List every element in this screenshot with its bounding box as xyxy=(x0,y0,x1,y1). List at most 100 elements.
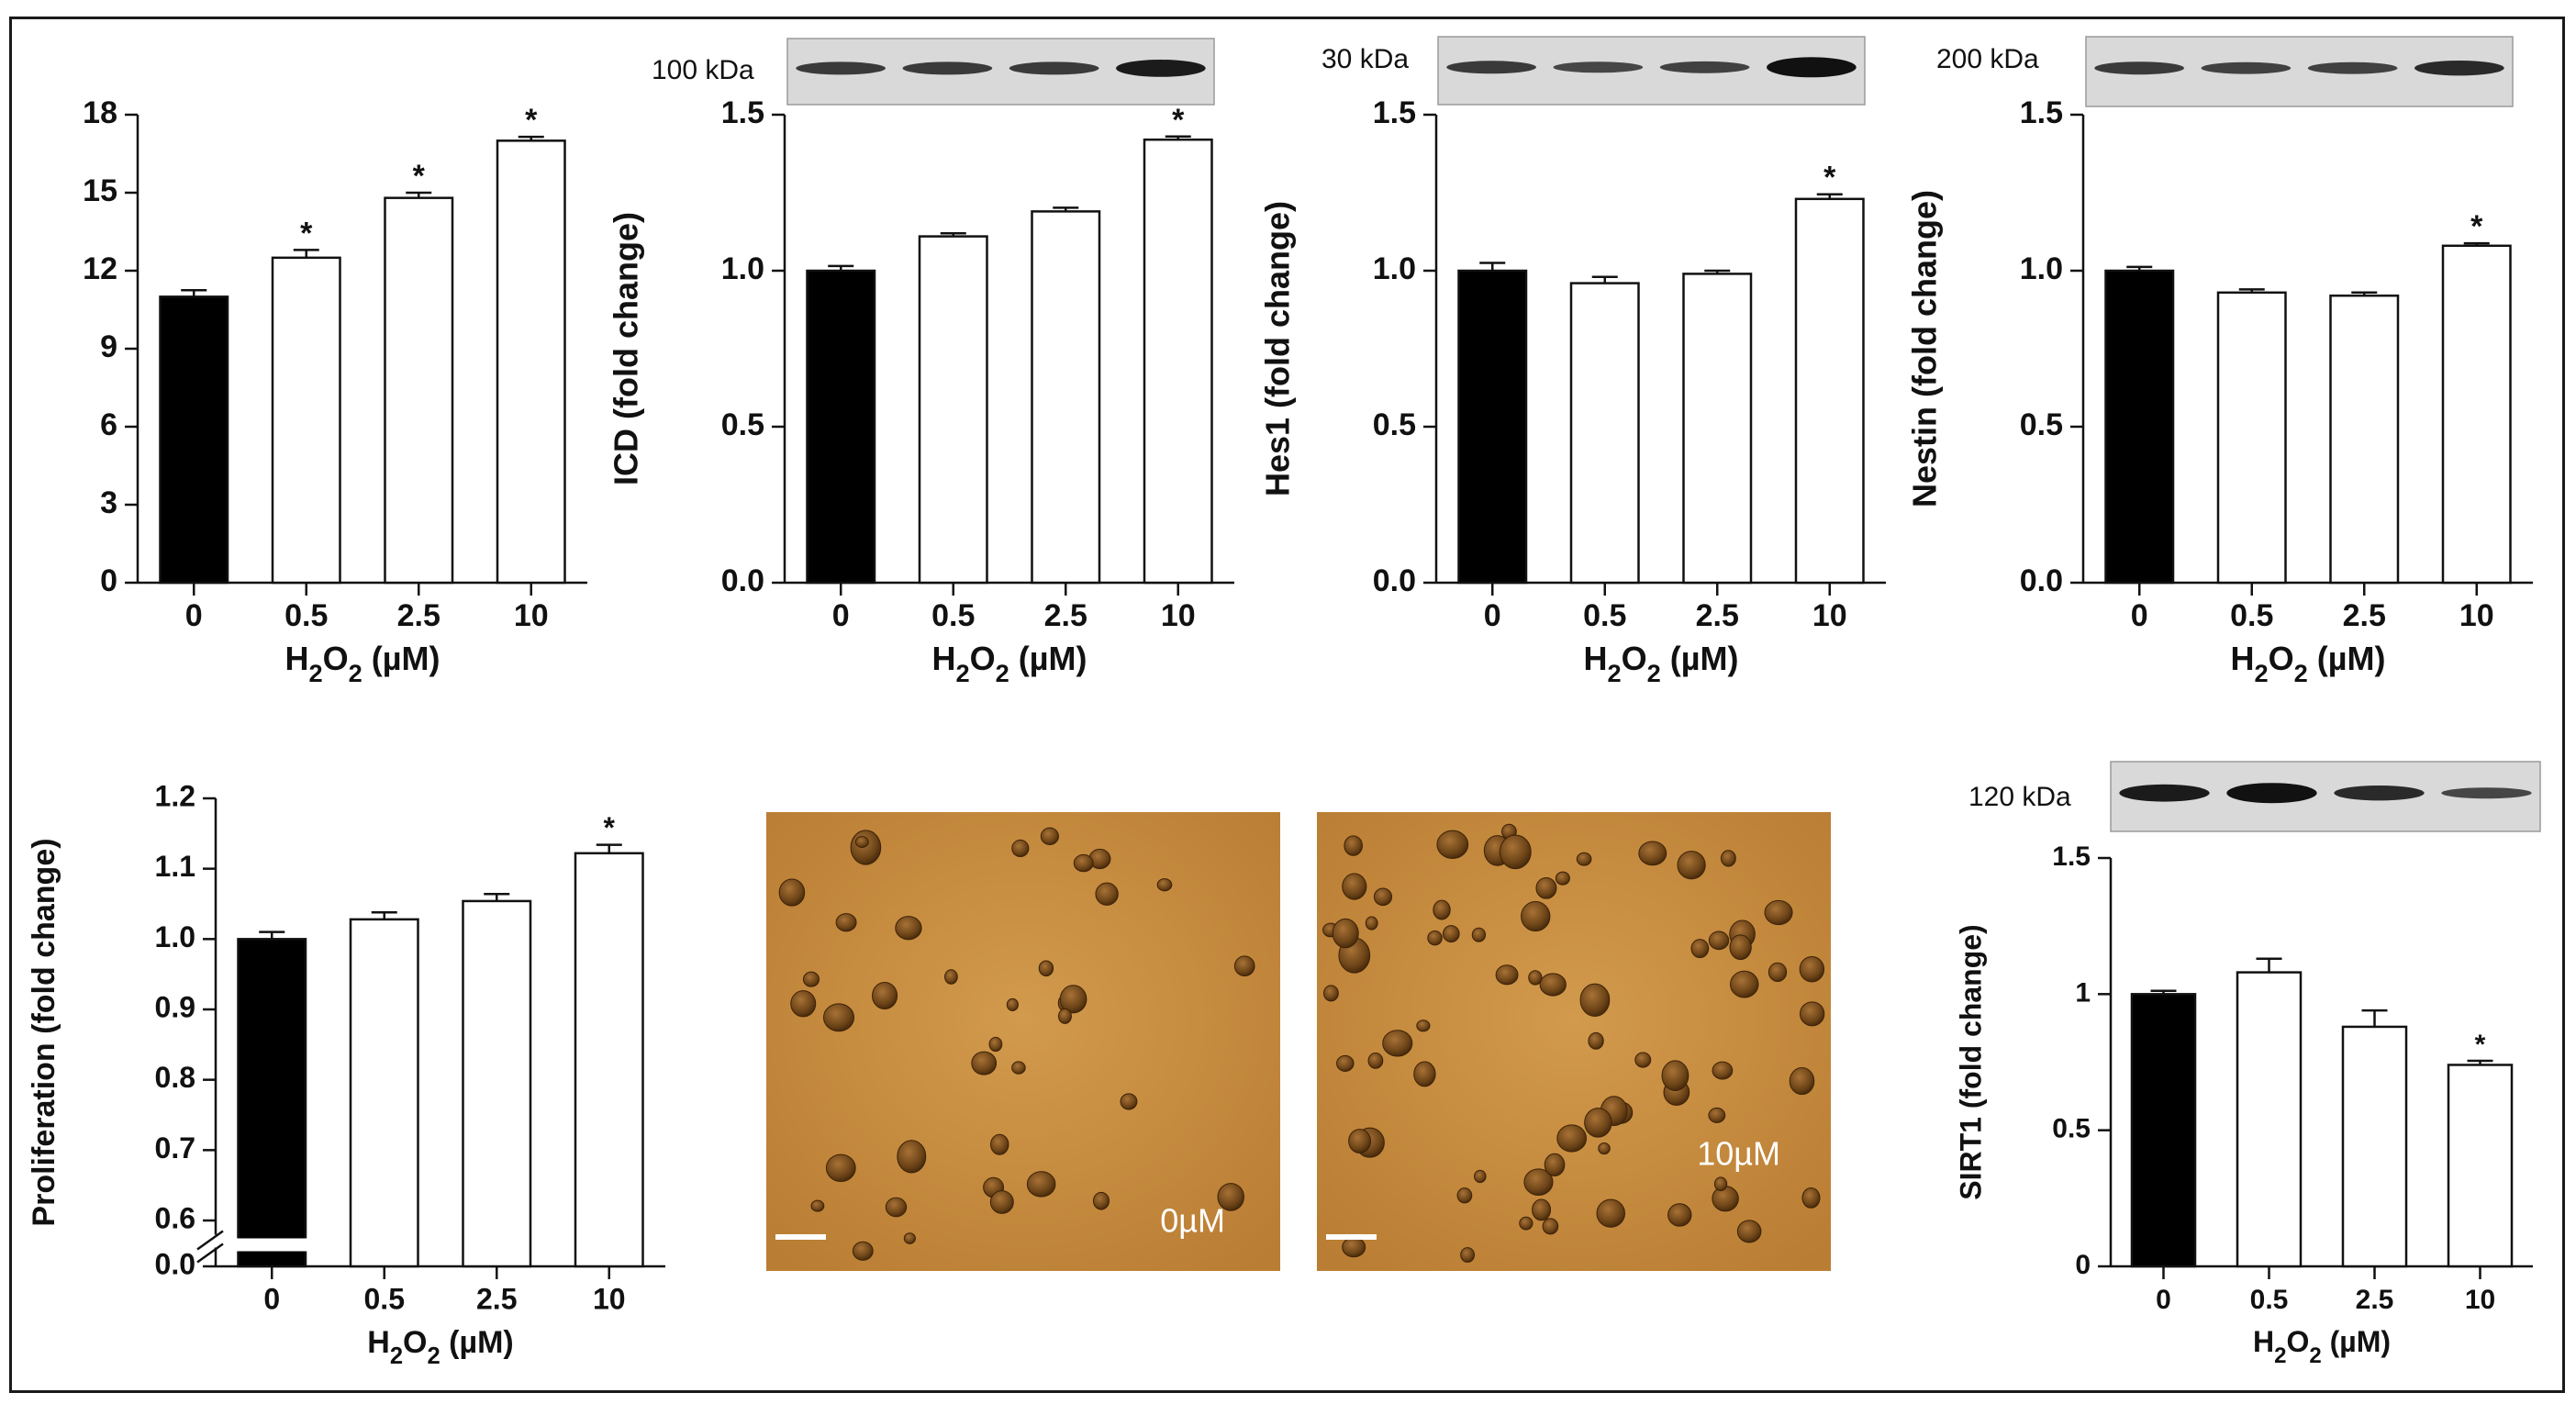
neurosphere-1-65 xyxy=(1638,841,1667,866)
neurosphere-1-49 xyxy=(1521,901,1551,932)
bar-proliferation-3 xyxy=(574,852,644,1268)
micrograph-label-1: 10µM xyxy=(1697,1135,1780,1173)
bar-ros-0 xyxy=(159,295,229,585)
x-tick-label-hes1-1: 0.5 xyxy=(1583,598,1626,633)
neurosphere-1-61 xyxy=(1720,850,1736,867)
neurosphere-0-1 xyxy=(988,1036,1003,1053)
significance-marker-hes1-3: * xyxy=(1823,161,1836,195)
chart-nestin: 0.0 0.5 1.0 1.5 0 0.5 2.5 * 10 H2O2 (µM) Nestin (f… xyxy=(1906,95,2533,687)
neurosphere-1-54 xyxy=(1634,1052,1652,1068)
x-tick-label-nestin-0: 0 xyxy=(2131,598,2148,633)
neurosphere-1-4 xyxy=(1800,1001,1825,1027)
bar-sirt1-0 xyxy=(2130,993,2197,1268)
blot-band-icd-1 xyxy=(902,61,993,75)
neurosphere-1-43 xyxy=(1323,985,1339,1002)
y-tick-label-sirt1-3: 1.5 xyxy=(2052,841,2091,872)
neurosphere-1-2 xyxy=(1433,899,1451,920)
neurosphere-1-58 xyxy=(1373,887,1393,907)
chart-proliferation: 0.0 0.6 0.7 0.8 0.9 1.0 1.1 1.2 0 0.5 2.5 * 10 H2O2 (… xyxy=(27,779,665,1369)
y-axis-label-nestin: Nestin (fold change) xyxy=(1906,190,1944,507)
micrograph-label-0: 0µM xyxy=(1160,1202,1225,1240)
y-tick-label-ros-0: 0 xyxy=(100,563,117,598)
neurosphere-1-24 xyxy=(1736,1220,1762,1243)
western-blot-nestin: 200 kDa xyxy=(1936,36,2514,107)
significance-marker-sirt1-3: * xyxy=(2475,1030,2486,1060)
neurosphere-1-11 xyxy=(1532,1198,1552,1221)
y-axis-label-icd: ICD (fold change) xyxy=(608,212,645,485)
blot-size-label-icd: 100 kDa xyxy=(652,55,754,85)
y-tick-label-icd-3: 1.5 xyxy=(721,95,764,130)
neurosphere-0-6 xyxy=(822,1003,855,1032)
bar-proliferation-0 xyxy=(237,938,307,1268)
neurosphere-1-14 xyxy=(1523,1168,1554,1197)
y-tick-label-proliferation-7: 1.2 xyxy=(155,779,195,812)
x-tick-label-proliferation-2: 2.5 xyxy=(476,1282,517,1315)
chart-hes1: 0.0 0.5 1.0 1.5 0 0.5 2.5 * 10 H2O2 (µM) Hes1 (fol… xyxy=(1259,95,1886,687)
neurosphere-0-33 xyxy=(1073,853,1094,873)
x-tick-label-ros-0: 0 xyxy=(185,598,203,633)
neurosphere-1-3 xyxy=(1579,983,1611,1018)
neurosphere-1-69 xyxy=(1555,871,1570,886)
y-tick-label-icd-0: 0.0 xyxy=(721,563,764,598)
blot-band-sirt1-1 xyxy=(2226,783,2317,804)
neurosphere-0-28 xyxy=(854,836,869,848)
neurosphere-1-20 xyxy=(1471,927,1487,942)
bar-sirt1-2 xyxy=(2341,1025,2408,1268)
significance-marker-icd-3: * xyxy=(1172,103,1185,138)
blot-band-hes1-3 xyxy=(1767,57,1857,78)
neurosphere-1-46 xyxy=(1542,1218,1559,1235)
neurosphere-1-56 xyxy=(1539,973,1567,997)
x-tick-label-nestin-1: 0.5 xyxy=(2230,598,2273,633)
y-axis-label-hes1: Hes1 (fold change) xyxy=(1259,201,1297,496)
neurosphere-1-39 xyxy=(1427,930,1443,946)
bar-nestin-1 xyxy=(2216,291,2287,585)
y-tick-label-nestin-2: 1.0 xyxy=(2020,251,2063,286)
x-axis-label-icd: H2O2 (µM) xyxy=(932,640,1087,687)
neurosphere-1-63 xyxy=(1764,899,1793,926)
micrograph-1: 10µM xyxy=(1317,812,1831,1271)
x-tick-label-hes1-2: 2.5 xyxy=(1696,598,1739,633)
x-tick-label-icd-2: 2.5 xyxy=(1044,598,1087,633)
neurosphere-1-59 xyxy=(1598,1142,1611,1155)
x-tick-label-icd-0: 0 xyxy=(832,598,850,633)
x-tick-label-proliferation-1: 0.5 xyxy=(364,1282,405,1315)
neurosphere-0-26 xyxy=(778,878,806,907)
neurosphere-1-22 xyxy=(1495,964,1519,986)
neurosphere-0-19 xyxy=(1217,1183,1244,1211)
neurosphere-1-35 xyxy=(1708,1107,1726,1123)
neurosphere-0-31 xyxy=(802,971,820,987)
neurosphere-1-9 xyxy=(1442,925,1460,943)
neurosphere-0-8 xyxy=(852,1241,874,1261)
blot-band-hes1-2 xyxy=(1659,61,1750,73)
neurosphere-0-24 xyxy=(989,1190,1014,1214)
y-tick-label-hes1-1: 0.5 xyxy=(1373,407,1416,442)
y-tick-label-ros-1: 3 xyxy=(100,485,117,520)
neurosphere-0-21 xyxy=(871,981,898,1009)
neurosphere-1-18 xyxy=(1413,1061,1436,1087)
x-axis-label-proliferation: H2O2 (µM) xyxy=(367,1325,514,1369)
neurosphere-1-26 xyxy=(1712,1186,1739,1212)
neurosphere-1-23 xyxy=(1576,852,1592,866)
bar-proliferation-2 xyxy=(462,899,532,1268)
bar-icd-0 xyxy=(806,269,876,585)
neurosphere-1-52 xyxy=(1596,1198,1625,1228)
neurosphere-0-10 xyxy=(944,969,958,985)
neurosphere-0-17 xyxy=(895,916,922,941)
micrograph-0: 0µM xyxy=(766,812,1280,1271)
y-tick-label-nestin-1: 0.5 xyxy=(2020,407,2063,442)
bar-ros-2 xyxy=(384,196,454,585)
x-tick-label-sirt1-1: 0.5 xyxy=(2250,1285,2289,1315)
x-tick-label-icd-3: 10 xyxy=(1161,598,1196,633)
western-blot-hes1: 30 kDa xyxy=(1321,36,1866,106)
y-tick-label-sirt1-1: 0.5 xyxy=(2052,1114,2091,1144)
neurosphere-1-37 xyxy=(1801,1187,1821,1209)
x-axis-label-hes1: H2O2 (µM) xyxy=(1584,640,1739,687)
bar-nestin-2 xyxy=(2329,294,2400,585)
scale-bar-0 xyxy=(775,1234,826,1240)
neurosphere-1-34 xyxy=(1367,1052,1384,1069)
y-tick-label-ros-5: 15 xyxy=(83,173,117,208)
western-blot-icd: 100 kDa xyxy=(652,38,1215,106)
bar-hes1-3 xyxy=(1794,197,1865,585)
